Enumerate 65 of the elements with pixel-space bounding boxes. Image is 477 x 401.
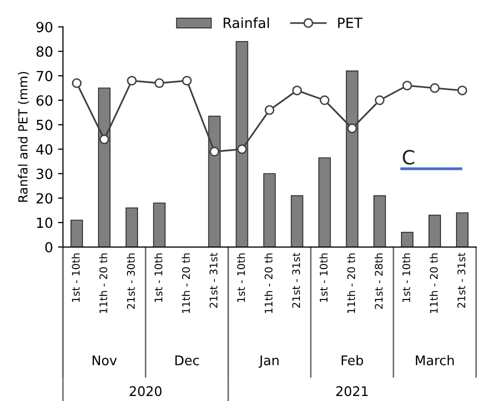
- x-tick-label: 1st - 10th: [320, 253, 328, 302]
- x-tick-label: 11th - 20 th: [182, 253, 190, 313]
- y-tick-label: 40: [36, 144, 52, 155]
- bar: [70, 220, 83, 248]
- y-axis-title: Ranfal and PET (mm): [18, 72, 30, 202]
- text: Jan: [258, 356, 279, 368]
- bar: [456, 212, 468, 248]
- bar: [153, 202, 166, 248]
- bar: [236, 41, 248, 248]
- x-tick-label: 21st - 31st: [210, 252, 218, 308]
- text: 2021: [336, 386, 368, 396]
- point: [126, 76, 137, 86]
- bar: [318, 157, 331, 248]
- x-tick-label: 1st - 10th: [236, 253, 245, 302]
- point: [292, 86, 302, 96]
- x-tick-label: 1st - 10th: [402, 253, 410, 302]
- point: [182, 76, 192, 86]
- point: [264, 105, 274, 115]
- y-tick-label: 30: [36, 168, 52, 180]
- text: Feb: [342, 355, 364, 366]
- point: [154, 78, 164, 88]
- bar: [346, 70, 358, 248]
- x-tick-label: 21st - 28th: [374, 253, 383, 309]
- bar: [290, 195, 304, 248]
- x-tick-label: 21st - 30th: [126, 253, 135, 309]
- y-tick-label: 50: [36, 120, 52, 130]
- point: [374, 95, 385, 106]
- point: [347, 124, 357, 134]
- text: 2020: [130, 386, 162, 396]
- text: Nov: [92, 356, 117, 366]
- annotation: C: [402, 150, 414, 165]
- y-tick-label: 90: [36, 22, 52, 32]
- x-tick-label: 11th - 20 th: [264, 253, 273, 313]
- legend-label: Rainfal: [224, 17, 269, 28]
- point: [99, 134, 110, 144]
- y-tick-label: 20: [36, 193, 52, 204]
- x-tick-label: 21st - 31st: [292, 252, 300, 308]
- x-tick-label: 11th - 20 th: [347, 253, 356, 313]
- text: March: [416, 355, 454, 366]
- x-tick-label: 11th - 20 th: [99, 253, 108, 313]
- point: [237, 144, 247, 154]
- x-tick-label: 1st - 10th: [72, 253, 80, 302]
- legend-label: PET: [338, 18, 362, 28]
- point: [430, 83, 440, 93]
- y-tick-label: 70: [36, 70, 52, 82]
- x-tick-label: 21st - 31st: [457, 252, 466, 308]
- y-tick-label: 10: [37, 218, 52, 228]
- bar: [428, 214, 441, 248]
- point: [320, 95, 330, 106]
- x-tick-label: 11th - 20 th: [430, 253, 438, 313]
- x-tick-label: 1st - 10th: [154, 253, 162, 302]
- bar: [126, 207, 138, 248]
- y-tick-label: 80: [36, 46, 52, 57]
- bar: [263, 173, 276, 248]
- point: [210, 146, 220, 156]
- text: Dec: [175, 356, 199, 366]
- bar: [400, 232, 414, 248]
- point: [402, 80, 412, 90]
- bar: [98, 88, 110, 248]
- y-tick-label: 60: [36, 95, 52, 106]
- bar: [208, 116, 221, 248]
- point: [457, 86, 468, 96]
- bar: [373, 195, 386, 248]
- point: [72, 78, 82, 88]
- y-tick-label: 0: [45, 242, 52, 252]
